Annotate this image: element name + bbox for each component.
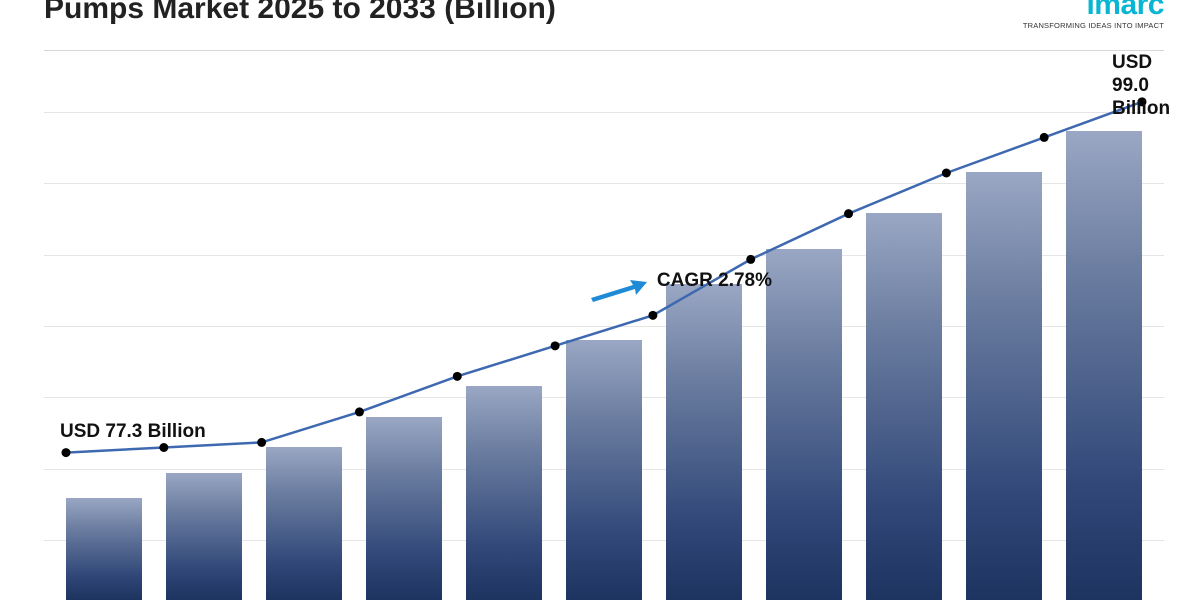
trend-marker — [844, 209, 853, 218]
label-start-value: USD 77.3 Billion — [60, 421, 206, 444]
chart-title: Pumps Market 2025 to 2033 (Billion) — [44, 0, 556, 26]
label-cagr: CAGR 2.78% — [657, 270, 772, 293]
trend-marker — [159, 443, 168, 452]
trend-marker — [648, 311, 657, 320]
chart-line — [44, 51, 1164, 600]
brand-logo-text: imarc — [1023, 0, 1164, 20]
trend-marker — [453, 372, 462, 381]
trend-marker — [257, 438, 266, 447]
trend-marker — [355, 407, 364, 416]
arrow-icon — [589, 278, 649, 304]
label-end-line1: USD 99.0 — [1112, 52, 1152, 96]
label-end-value: USD 99.0 Billion — [1112, 52, 1170, 120]
brand-logo-tagline: TRANSFORMING IDEAS INTO IMPACT — [1023, 21, 1164, 30]
trend-marker — [62, 448, 71, 457]
trend-marker — [746, 255, 755, 264]
chart-area: USD 77.3 Billion USD 99.0 Billion CAGR 2… — [44, 50, 1164, 600]
label-end-line2: Billion — [1112, 98, 1170, 119]
trend-marker — [551, 341, 560, 350]
brand-logo: imarc TRANSFORMING IDEAS INTO IMPACT — [1023, 0, 1164, 30]
trend-marker — [1040, 133, 1049, 142]
label-cagr-text: CAGR 2.78% — [657, 270, 772, 291]
trend-marker — [942, 169, 951, 178]
